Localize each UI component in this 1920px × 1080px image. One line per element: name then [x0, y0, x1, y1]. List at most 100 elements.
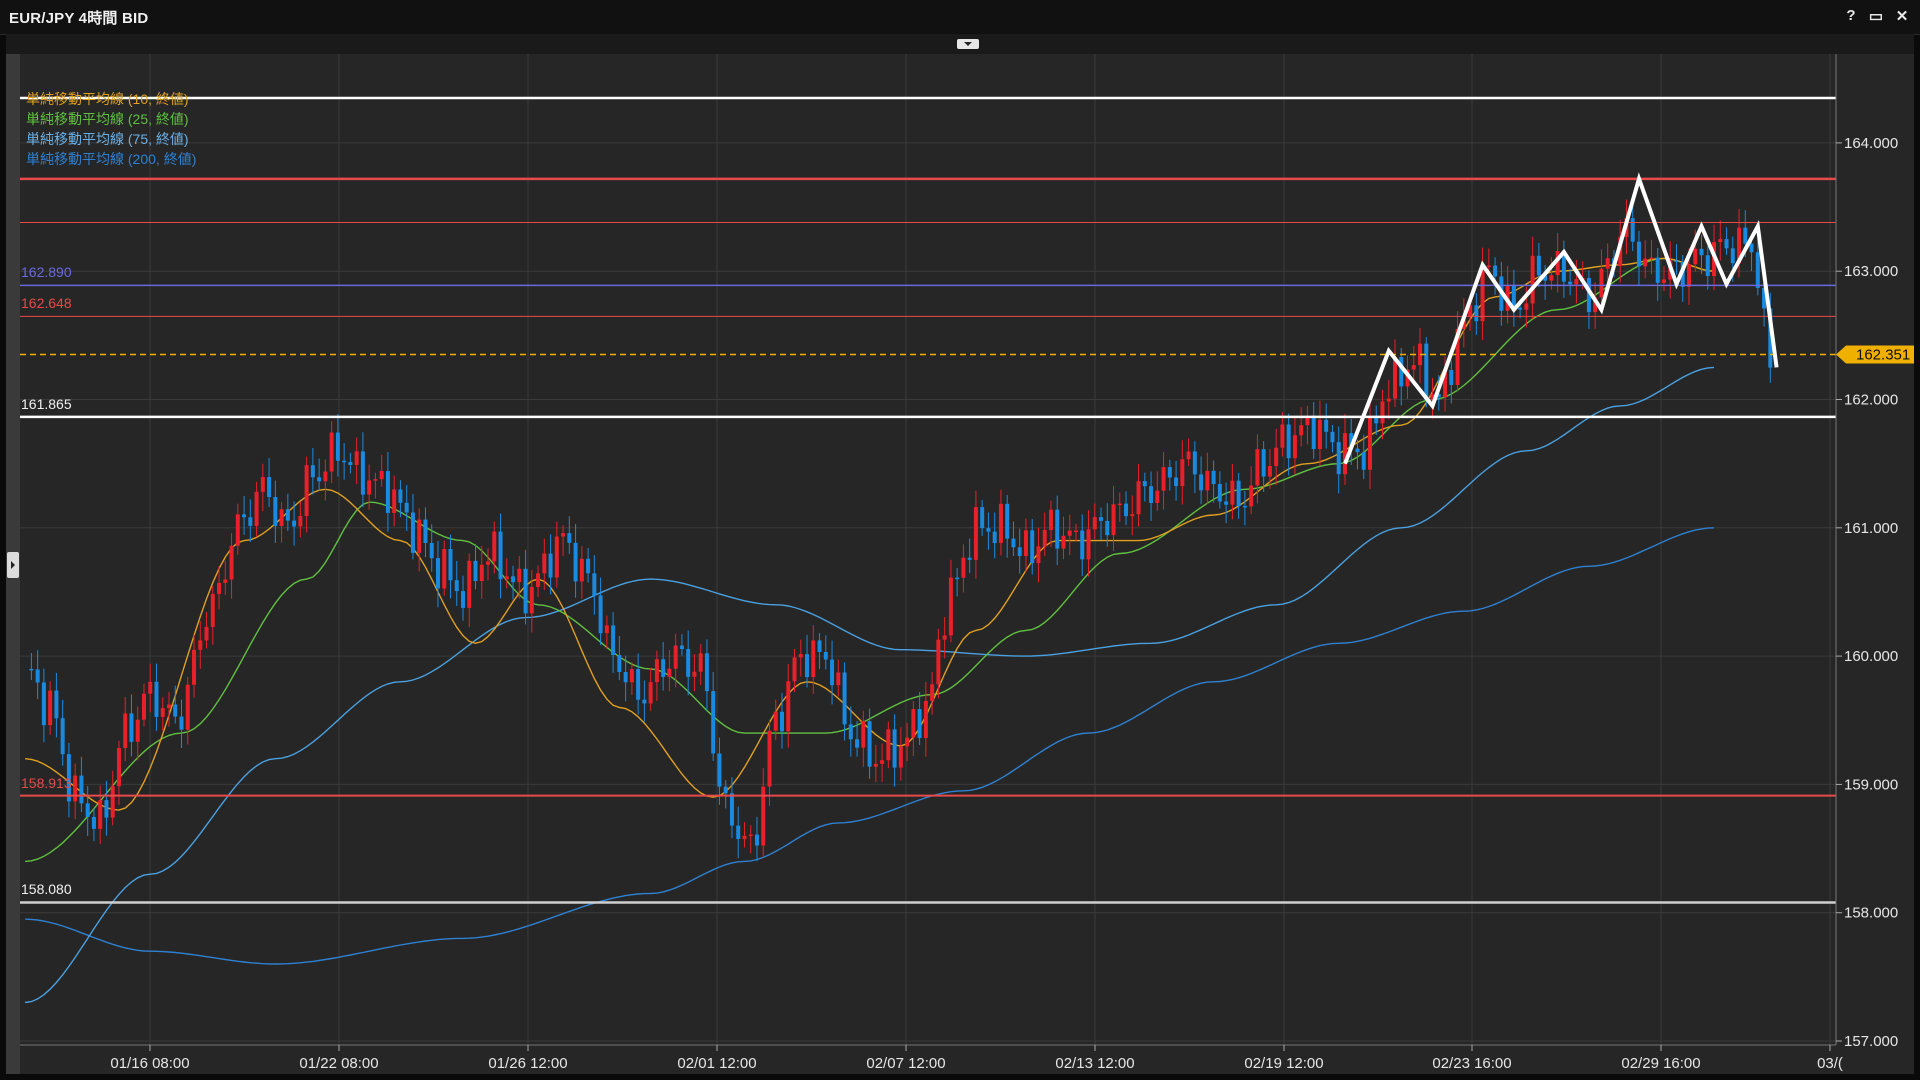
candle-body: [742, 835, 747, 840]
candle-body: [511, 576, 516, 583]
candle-body: [817, 640, 822, 652]
candle-body: [1636, 241, 1641, 267]
side-panel-toggle-button[interactable]: [7, 552, 19, 578]
candle-body: [1755, 252, 1760, 288]
candle-body: [310, 465, 315, 478]
candle-body: [1355, 448, 1360, 453]
candle-body: [598, 595, 603, 634]
maximize-button[interactable]: ▭: [1868, 8, 1884, 25]
candle-body: [304, 465, 309, 517]
candle-body: [1224, 501, 1229, 505]
current-price-label: 162.351: [1856, 346, 1910, 363]
candle-body: [410, 512, 415, 553]
candle-body: [1174, 477, 1179, 487]
candle-body: [1105, 520, 1110, 536]
candle-body: [967, 557, 972, 560]
candle-body: [836, 672, 841, 686]
candle-body: [379, 471, 384, 480]
candle-body: [429, 543, 434, 559]
candle-body: [723, 786, 728, 794]
candle-body: [1762, 287, 1767, 309]
candle-body: [116, 748, 121, 787]
candle-body: [623, 672, 628, 683]
candle-body: [1099, 517, 1104, 521]
candle-body: [141, 693, 146, 720]
candle-body: [942, 635, 947, 640]
candle-body: [898, 746, 903, 768]
candle-body: [1705, 255, 1710, 277]
drawn-zigzag: [1343, 172, 1779, 465]
candle-body: [842, 672, 847, 725]
candle-body: [479, 564, 484, 582]
candle-body: [673, 645, 678, 669]
candle-body: [473, 560, 478, 582]
candles: [29, 199, 1773, 862]
candle-body: [698, 653, 703, 672]
candle-body: [1092, 517, 1097, 530]
candle-body: [166, 704, 171, 709]
candle-body: [198, 640, 203, 650]
candle-body: [1017, 547, 1022, 557]
candle-body: [517, 568, 522, 583]
plot-area: [20, 54, 1836, 1074]
candle-body: [980, 507, 985, 529]
candle-body: [1330, 431, 1335, 443]
candle-body: [292, 520, 297, 527]
candle-body: [717, 753, 722, 787]
candle-body: [1743, 227, 1748, 244]
candle-body: [548, 553, 553, 578]
candle-body: [873, 763, 878, 767]
close-button[interactable]: ✕: [1895, 8, 1909, 25]
y-tick-label: 158.000: [1844, 905, 1898, 922]
candle-body: [729, 793, 734, 826]
candle-body: [1167, 467, 1172, 478]
candle-body: [273, 497, 278, 527]
candle-body: [617, 655, 622, 673]
candle-body: [861, 721, 866, 748]
candle-body: [54, 690, 59, 719]
candle-body: [1286, 424, 1291, 459]
x-tick-label: 02/01 12:00: [677, 1055, 756, 1072]
candle-body: [542, 553, 547, 574]
candle-body: [1549, 275, 1554, 281]
line-value-label: 162.648: [21, 295, 72, 312]
x-tick-label: 02/23 16:00: [1432, 1055, 1511, 1072]
candle-body: [961, 557, 966, 578]
candle-body: [604, 625, 609, 634]
candle-body: [504, 576, 509, 580]
candle-body: [498, 531, 503, 580]
candle-body: [1211, 470, 1216, 485]
candle-body: [1305, 415, 1310, 426]
candle-body: [629, 669, 634, 683]
candle-body: [160, 708, 165, 717]
candle-body: [1730, 248, 1735, 264]
help-button[interactable]: ?: [1846, 7, 1856, 24]
candle-body: [492, 531, 497, 562]
candle-body: [392, 489, 397, 513]
collapse-toggle-button[interactable]: [957, 39, 979, 49]
candle-body: [417, 519, 422, 553]
candle-body: [1011, 538, 1016, 548]
candle-body: [1042, 530, 1047, 547]
candle-body: [523, 568, 528, 614]
candle-body: [1274, 447, 1279, 466]
candle-body: [805, 654, 810, 678]
candle-body: [467, 560, 472, 608]
candle-body: [923, 700, 928, 739]
y-tick-label: 164.000: [1844, 135, 1898, 152]
candle-body: [1486, 265, 1491, 268]
candle-body: [342, 460, 347, 463]
candle-body: [435, 558, 440, 589]
candle-body: [1180, 459, 1185, 487]
candle-body: [1342, 433, 1347, 475]
candle-body: [360, 451, 365, 495]
candle-body: [1605, 258, 1610, 269]
candle-body: [636, 669, 641, 700]
candle-body: [1067, 530, 1072, 536]
candle-body: [642, 699, 647, 704]
candle-body: [229, 545, 234, 580]
legend-item: 単純移動平均線 (25, 終値): [26, 111, 189, 127]
candle-body: [279, 509, 284, 527]
candle-body: [460, 591, 465, 608]
